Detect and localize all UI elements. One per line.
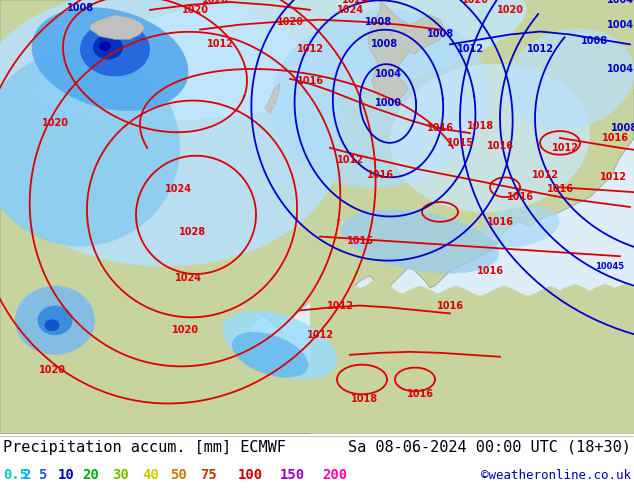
Text: 2: 2	[22, 468, 30, 482]
Ellipse shape	[481, 206, 560, 247]
Text: 0.5: 0.5	[3, 468, 28, 482]
Text: 1008: 1008	[427, 29, 453, 40]
Text: 40: 40	[142, 468, 158, 482]
Text: 1024: 1024	[164, 184, 191, 194]
Text: 1016: 1016	[347, 237, 373, 246]
Ellipse shape	[0, 0, 345, 267]
Text: 1012: 1012	[337, 155, 363, 165]
Text: 150: 150	[280, 468, 305, 482]
Text: 1020: 1020	[41, 118, 68, 128]
Text: 1016: 1016	[366, 171, 394, 180]
Text: 1018: 1018	[351, 394, 378, 404]
Text: 1028: 1028	[178, 226, 205, 237]
Text: 1016: 1016	[427, 123, 453, 133]
Text: 10045: 10045	[595, 262, 624, 270]
Text: 1000: 1000	[375, 98, 401, 108]
Text: ©weatheronline.co.uk: ©weatheronline.co.uk	[481, 469, 631, 482]
Text: 1008: 1008	[372, 39, 399, 49]
Text: Precipitation accum. [mm] ECMWF: Precipitation accum. [mm] ECMWF	[3, 440, 286, 455]
Text: 75: 75	[200, 468, 217, 482]
Text: 1020: 1020	[496, 5, 524, 15]
Polygon shape	[265, 84, 280, 113]
Text: 5: 5	[38, 468, 46, 482]
Text: 10: 10	[58, 468, 75, 482]
Text: 1016: 1016	[486, 217, 514, 227]
Text: 1012: 1012	[600, 172, 626, 182]
Text: 30: 30	[112, 468, 129, 482]
Ellipse shape	[15, 286, 95, 355]
Text: 1024: 1024	[174, 273, 202, 283]
Text: 1012: 1012	[552, 143, 578, 153]
Ellipse shape	[341, 209, 499, 273]
Polygon shape	[368, 0, 445, 106]
Text: 1016: 1016	[406, 389, 434, 399]
Text: 1008: 1008	[611, 123, 634, 133]
Text: 1020: 1020	[39, 365, 65, 374]
Text: 1012: 1012	[306, 330, 333, 340]
Ellipse shape	[34, 0, 526, 122]
Ellipse shape	[0, 49, 180, 246]
Text: 1020: 1020	[462, 0, 489, 5]
Polygon shape	[0, 0, 634, 434]
Text: 1020: 1020	[172, 325, 198, 335]
Text: 1004: 1004	[607, 64, 633, 74]
Text: 1012: 1012	[526, 44, 553, 54]
Text: 1008: 1008	[365, 17, 392, 26]
Ellipse shape	[32, 7, 188, 111]
Text: 1018: 1018	[467, 121, 493, 131]
Polygon shape	[90, 15, 145, 39]
Text: 1016: 1016	[436, 300, 463, 311]
Text: 50: 50	[170, 468, 187, 482]
Text: 1016: 1016	[486, 141, 514, 151]
Text: 1020: 1020	[276, 17, 304, 26]
Text: 1012: 1012	[327, 300, 354, 311]
Text: 1004: 1004	[607, 0, 633, 5]
Text: 1024: 1024	[337, 5, 363, 15]
Text: 1012: 1012	[297, 44, 323, 54]
Text: 1016: 1016	[297, 76, 323, 86]
Ellipse shape	[271, 9, 489, 188]
Text: 1016: 1016	[547, 184, 574, 194]
Text: 20: 20	[82, 468, 99, 482]
Text: 1016: 1016	[477, 266, 503, 276]
Text: Sa 08-06-2024 00:00 UTC (18+30): Sa 08-06-2024 00:00 UTC (18+30)	[348, 440, 631, 455]
Text: 1016: 1016	[507, 192, 533, 202]
Ellipse shape	[37, 306, 72, 335]
Text: 1008: 1008	[581, 36, 609, 47]
Text: 1024: 1024	[342, 0, 368, 5]
Ellipse shape	[232, 332, 308, 378]
Ellipse shape	[223, 311, 337, 379]
Text: 1016: 1016	[602, 133, 628, 143]
Text: 1020: 1020	[202, 0, 228, 5]
Text: 1008: 1008	[67, 3, 94, 13]
Ellipse shape	[390, 64, 590, 212]
Text: 1015: 1015	[446, 138, 474, 148]
Ellipse shape	[93, 35, 123, 60]
Text: 1004: 1004	[607, 20, 633, 29]
Text: 1012: 1012	[456, 44, 484, 54]
Ellipse shape	[506, 28, 634, 129]
Text: 1020: 1020	[181, 5, 209, 15]
Ellipse shape	[44, 319, 60, 331]
Text: 1012: 1012	[531, 171, 559, 180]
Text: 1012: 1012	[207, 39, 233, 49]
Ellipse shape	[99, 41, 111, 51]
Text: 200: 200	[322, 468, 347, 482]
Ellipse shape	[80, 22, 150, 76]
Text: 1004: 1004	[375, 69, 401, 79]
Text: 100: 100	[238, 468, 263, 482]
Polygon shape	[278, 0, 634, 434]
